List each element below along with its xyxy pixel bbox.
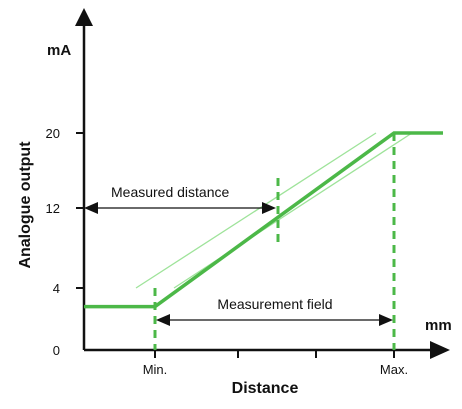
- y-unit-label: mA: [47, 42, 71, 59]
- measured-distance-arrowhead-left: [84, 202, 98, 214]
- y-tick-label-0: 0: [53, 343, 60, 358]
- measurement-field-arrowhead-left: [156, 314, 170, 326]
- x-unit-label: mm: [425, 317, 452, 334]
- x-axis-title: Distance: [232, 380, 299, 397]
- measured-distance-label: Measured distance: [111, 184, 230, 200]
- y-tick-label-12: 12: [46, 201, 60, 216]
- y-axis-arrowhead: [75, 8, 93, 26]
- y-axis-title: Analogue output: [17, 141, 34, 269]
- y-tick-label-4: 4: [53, 281, 60, 296]
- measured-distance-arrowhead-right: [262, 202, 276, 214]
- measurement-field-label: Measurement field: [217, 296, 332, 312]
- x-tick-label-max: Max.: [380, 362, 408, 377]
- output-characteristic-line: [84, 131, 443, 309]
- x-axis-arrowhead: [430, 341, 450, 359]
- x-tick-label-min: Min.: [143, 362, 168, 377]
- measurement-field-arrowhead-right: [379, 314, 393, 326]
- tolerance-band-upper: [135, 132, 377, 289]
- y-tick-label-20: 20: [46, 126, 60, 141]
